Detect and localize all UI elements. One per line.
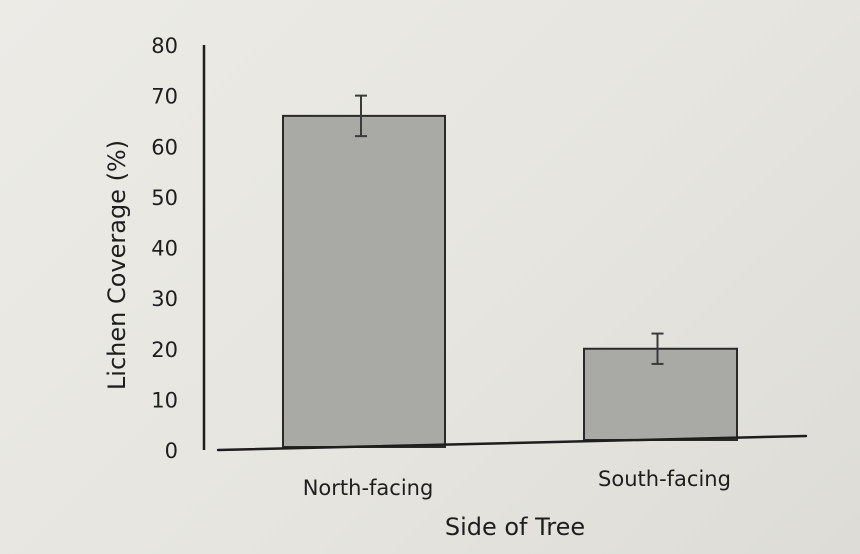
y-tick-label: 40 (151, 237, 178, 261)
x-category-label: North-facing (303, 476, 434, 500)
bar-north-facing (282, 114, 446, 448)
x-axis-line (216, 434, 808, 452)
y-tick-label: 30 (151, 287, 178, 311)
y-tick-label: 0 (165, 439, 178, 463)
y-tick-label: 10 (151, 388, 178, 412)
y-tick-label: 50 (151, 186, 178, 210)
error-bar (651, 332, 664, 365)
x-axis-title: Side of Tree (445, 513, 585, 541)
bar-south-facing (583, 347, 738, 441)
y-tick-label: 60 (151, 135, 178, 159)
x-category-labels: North-facing South-facing (303, 467, 731, 500)
y-axis-title: Lichen Coverage (%) (103, 140, 131, 390)
x-category-label: South-facing (598, 467, 731, 491)
y-tick-label: 80 (151, 34, 178, 58)
y-tick-label: 20 (151, 338, 178, 362)
y-tick-label: 70 (151, 85, 178, 109)
error-bars-layer (355, 94, 664, 365)
bars-layer (282, 114, 738, 448)
error-bar (355, 94, 367, 138)
y-tick-labels: 0 10 20 30 40 50 60 70 80 (151, 34, 178, 463)
